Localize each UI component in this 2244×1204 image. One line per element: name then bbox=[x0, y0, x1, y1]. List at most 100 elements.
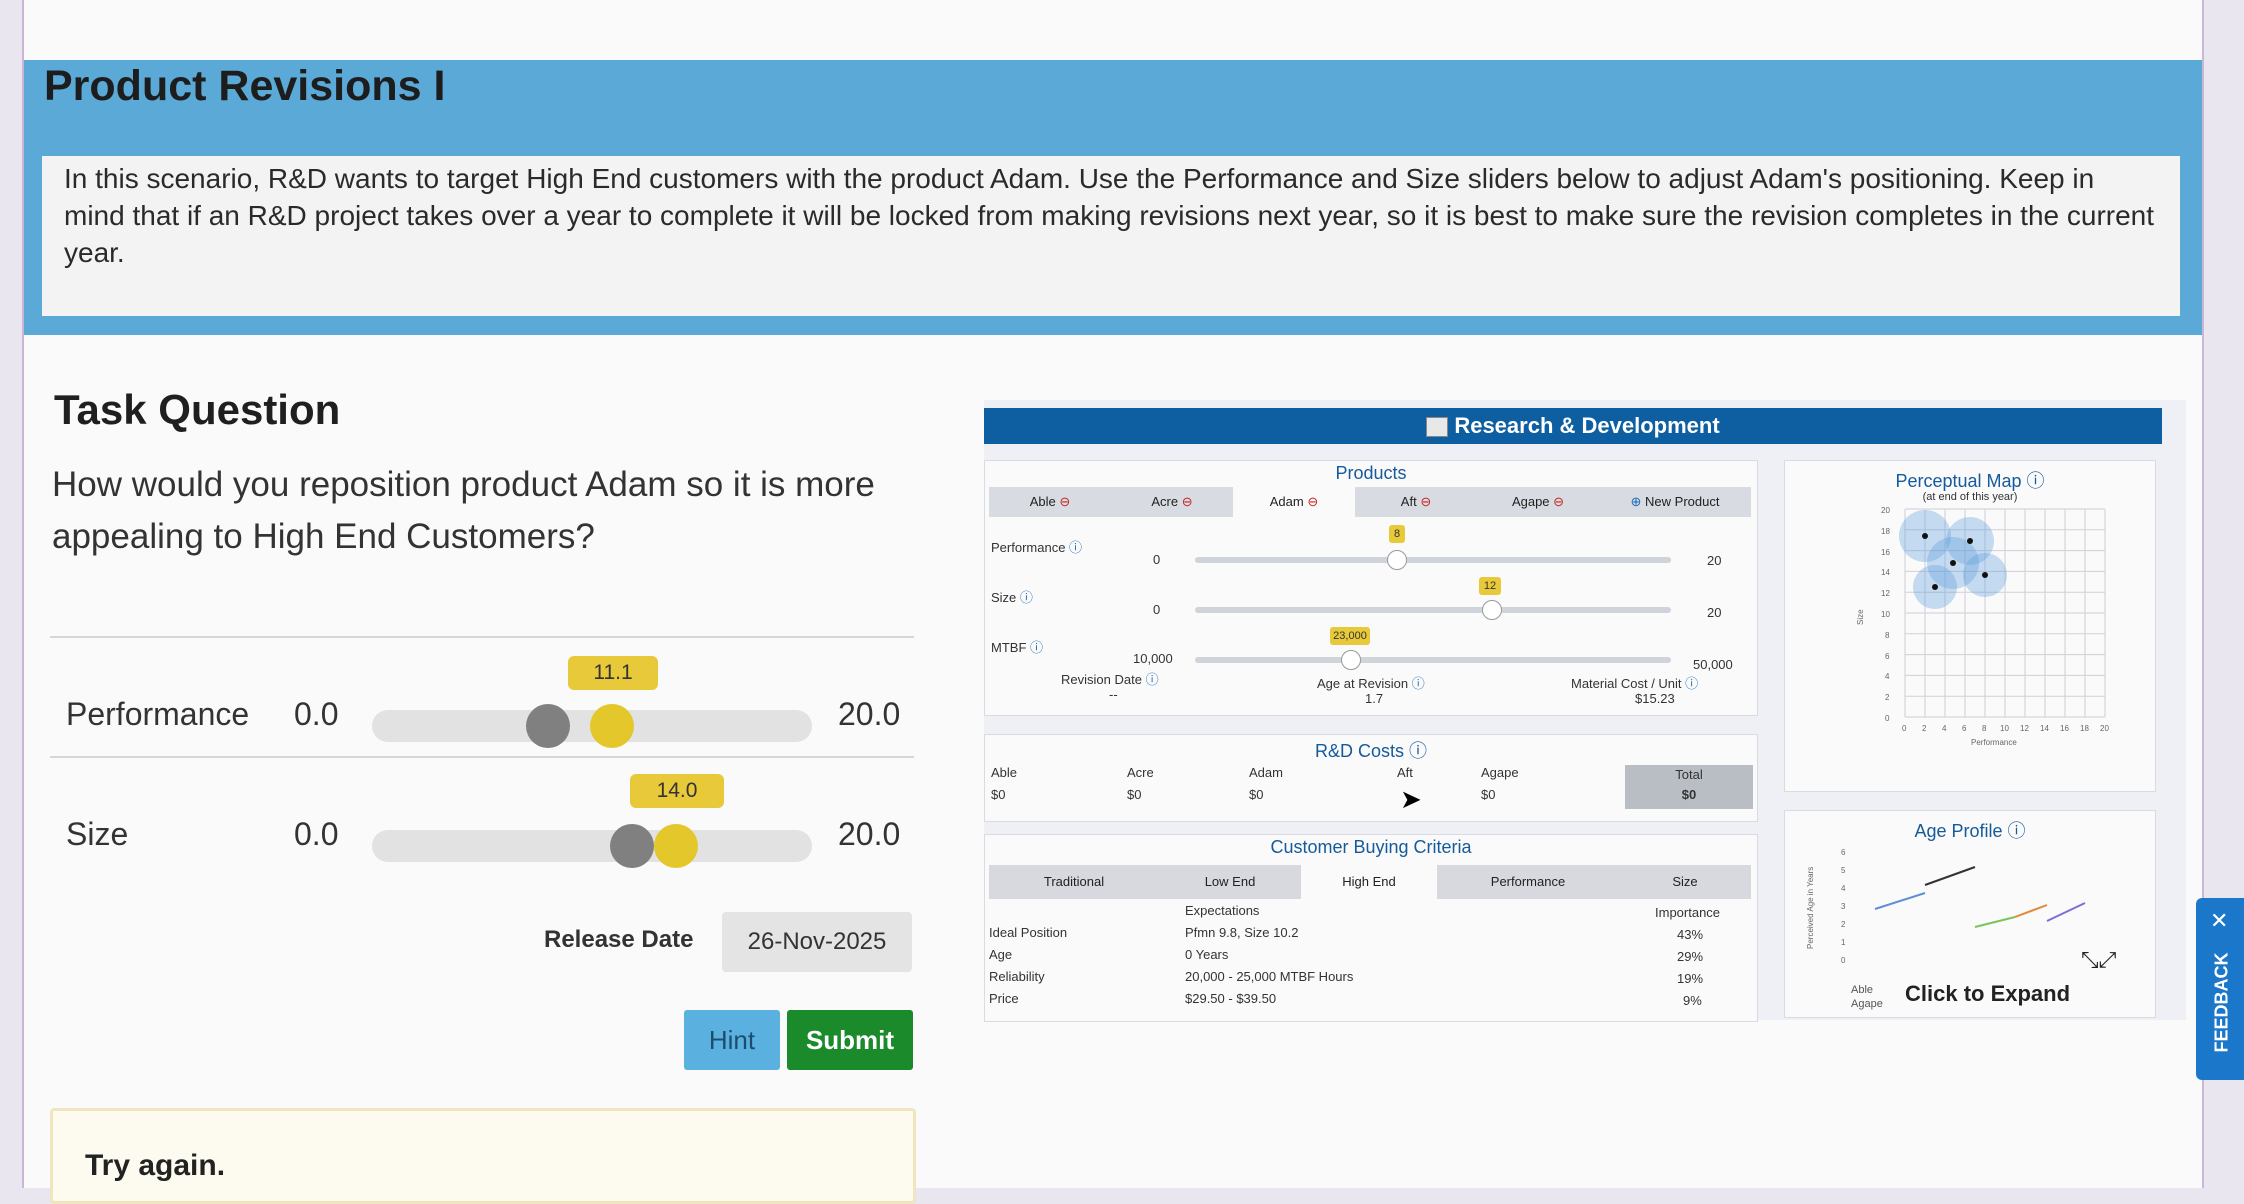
criteria-row-label: Ideal Position bbox=[989, 925, 1068, 940]
rd-header-title: Research & Development bbox=[1454, 413, 1720, 438]
performance-max: 20.0 bbox=[838, 696, 901, 732]
cursor-icon: ➤ bbox=[1400, 784, 1422, 814]
info-icon: ⓘ bbox=[2026, 471, 2045, 491]
age-at-revision-label: Age at Revision ⓘ bbox=[1317, 676, 1425, 691]
x-tick: 6 bbox=[1962, 724, 1967, 733]
hint-button[interactable]: Hint bbox=[684, 1010, 780, 1070]
rd-mtbf-label: MTBF ⓘ bbox=[991, 640, 1044, 655]
expand-icon[interactable]: ⤡⤢ bbox=[2081, 947, 2117, 972]
tab-high-end[interactable]: High End bbox=[1301, 865, 1437, 899]
y-tick: 1 bbox=[1841, 938, 1846, 947]
close-icon[interactable]: ✕ bbox=[2210, 908, 2229, 933]
product-tabs: Able ⊖ Acre ⊖ Adam ⊖ Aft ⊖ Agape ⊖ ⊕ New… bbox=[989, 487, 1751, 517]
tab-low-end[interactable]: Low End bbox=[1204, 874, 1256, 889]
performance-min: 0.0 bbox=[294, 696, 339, 732]
legend-able: Able bbox=[1851, 984, 1873, 996]
size-min: 0.0 bbox=[294, 816, 339, 852]
tab-acre[interactable]: Acre ⊖ bbox=[1151, 494, 1193, 509]
remove-icon: ⊖ bbox=[1059, 494, 1071, 509]
rd-mtbf-knob[interactable] bbox=[1341, 650, 1361, 670]
y-tick: 4 bbox=[1841, 884, 1846, 893]
size-slider-track[interactable] bbox=[372, 830, 812, 862]
criteria-row-importance: 29% bbox=[1677, 949, 1704, 964]
x-tick: 10 bbox=[2000, 724, 2009, 733]
info-icon: ⓘ bbox=[2007, 821, 2026, 841]
divider bbox=[50, 636, 914, 638]
rd-size-max: 20 bbox=[1707, 605, 1722, 620]
rd-performance-knob[interactable] bbox=[1387, 550, 1407, 570]
age-profile-title: Age Profile ⓘ bbox=[1914, 821, 2026, 841]
y-axis-label: Size bbox=[1856, 609, 1865, 625]
criteria-row-expectation: 20,000 - 25,000 MTBF Hours bbox=[1185, 969, 1354, 984]
release-date-field[interactable]: 26-Nov-2025 bbox=[722, 912, 912, 972]
material-cost-value: $15.23 bbox=[1635, 691, 1675, 706]
tab-new-product[interactable]: ⊕ New Product bbox=[1630, 494, 1720, 509]
y-tick: 6 bbox=[1885, 652, 1890, 661]
submit-button[interactable]: Submit bbox=[787, 1010, 913, 1070]
feedback-label: FEEDBACK bbox=[2211, 952, 2232, 1053]
x-tick: 20 bbox=[2100, 724, 2109, 733]
y-axis-label: Perceived Age in Years bbox=[1806, 867, 1815, 949]
x-axis-label: Performance bbox=[1971, 738, 2017, 747]
rd-header: Research & Development bbox=[984, 408, 2162, 444]
size-value-tooltip: 14.0 bbox=[630, 774, 724, 808]
rd-mtbf-track[interactable] bbox=[1195, 657, 1671, 663]
performance-slider-handle[interactable] bbox=[590, 704, 634, 748]
criteria-row-importance: 19% bbox=[1677, 971, 1704, 986]
criteria-row-label: Reliability bbox=[989, 969, 1045, 984]
feedback-message-box: Try again. bbox=[50, 1108, 916, 1204]
material-cost-label: Material Cost / Unit ⓘ bbox=[1571, 676, 1699, 691]
tab-adam[interactable]: Adam ⊖ bbox=[1233, 487, 1355, 517]
info-icon: ⓘ bbox=[1411, 676, 1425, 691]
x-tick: 4 bbox=[1942, 724, 1947, 733]
y-tick: 3 bbox=[1841, 902, 1846, 911]
x-tick: 18 bbox=[2080, 724, 2089, 733]
remove-icon: ⊖ bbox=[1181, 494, 1193, 509]
criteria-row-expectation: $29.50 - $39.50 bbox=[1185, 991, 1277, 1006]
rd-mtbf-value: 23,000 bbox=[1330, 627, 1370, 645]
feedback-tab[interactable]: ✕ FEEDBACK bbox=[2196, 898, 2244, 1080]
cost-col-aft: Aft bbox=[1397, 765, 1413, 780]
tab-able[interactable]: Able ⊖ bbox=[1029, 494, 1071, 509]
rd-size-value: 12 bbox=[1479, 577, 1501, 595]
rd-performance-track[interactable] bbox=[1195, 557, 1671, 563]
size-slider-handle[interactable] bbox=[654, 824, 698, 868]
age-series-line bbox=[1974, 916, 2016, 928]
scenario-description: In this scenario, R&D wants to target Hi… bbox=[42, 156, 2180, 316]
rd-size-label: Size ⓘ bbox=[991, 590, 1033, 605]
tab-size[interactable]: Size bbox=[1672, 874, 1698, 889]
revision-date-value: -- bbox=[1109, 687, 1118, 702]
tab-traditional[interactable]: Traditional bbox=[1043, 874, 1105, 889]
buying-criteria-card: Customer Buying Criteria Traditional Low… bbox=[984, 834, 1758, 1022]
age-series-line bbox=[2014, 904, 2048, 918]
cost-col-total: Total bbox=[1675, 767, 1703, 782]
criteria-row-expectation: 0 Years bbox=[1185, 947, 1229, 962]
age-profile-card[interactable]: Age Profile ⓘ 6 5 4 3 2 1 0 Perceived Ag… bbox=[1784, 810, 2156, 1018]
rd-performance-value: 8 bbox=[1389, 525, 1405, 543]
calculator-icon bbox=[1426, 417, 1449, 438]
perceptual-map-card[interactable]: Perceptual Map ⓘ (at end of this year) 2… bbox=[1784, 460, 2156, 792]
cost-val-adam: $0 bbox=[1249, 787, 1264, 802]
tab-agape[interactable]: Agape ⊖ bbox=[1511, 494, 1565, 509]
remove-icon: ⊖ bbox=[1553, 494, 1565, 509]
rd-size-track[interactable] bbox=[1195, 607, 1671, 613]
remove-icon: ⊖ bbox=[1420, 494, 1432, 509]
age-series-line bbox=[2046, 902, 2086, 922]
size-max: 20.0 bbox=[838, 816, 901, 852]
x-tick: 8 bbox=[1982, 724, 1987, 733]
cost-val-able: $0 bbox=[991, 787, 1006, 802]
tab-performance[interactable]: Performance bbox=[1490, 874, 1566, 889]
buying-criteria-title: Customer Buying Criteria bbox=[1270, 837, 1472, 857]
info-icon: ⓘ bbox=[1019, 590, 1033, 605]
tab-aft[interactable]: Aft ⊖ bbox=[1400, 494, 1432, 509]
info-icon: ⓘ bbox=[1030, 640, 1044, 655]
cost-val-agape: $0 bbox=[1481, 787, 1496, 802]
click-to-expand[interactable]: Click to Expand bbox=[1905, 981, 2071, 1006]
rd-size-knob[interactable] bbox=[1482, 600, 1502, 620]
y-tick: 2 bbox=[1841, 920, 1846, 929]
y-tick: 16 bbox=[1881, 548, 1890, 557]
y-tick: 18 bbox=[1881, 527, 1890, 536]
y-tick: 20 bbox=[1881, 506, 1890, 515]
performance-previous-handle bbox=[526, 704, 570, 748]
revision-date-label: Revision Date ⓘ bbox=[1061, 672, 1159, 687]
